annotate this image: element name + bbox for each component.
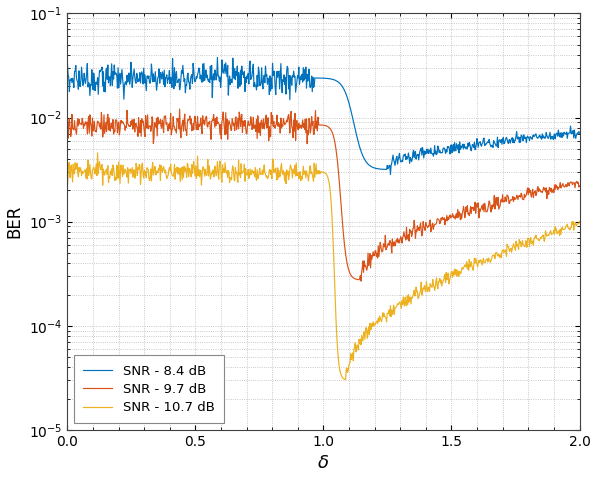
SNR - 9.7 dB xyxy=(176,106,183,112)
SNR - 9.7 dB xyxy=(362,265,370,271)
SNR - 8.4 dB xyxy=(392,163,399,168)
SNR - 9.7 dB xyxy=(454,215,461,221)
SNR - 8.4 dB xyxy=(64,62,71,68)
SNR - 10.7 dB xyxy=(506,249,513,254)
SNR - 8.4 dB xyxy=(506,137,513,142)
SNR - 10.7 dB xyxy=(64,185,71,190)
Line: SNR - 8.4 dB: SNR - 8.4 dB xyxy=(67,57,579,174)
X-axis label: δ: δ xyxy=(318,455,329,472)
SNR - 8.4 dB xyxy=(362,158,369,164)
SNR - 8.4 dB xyxy=(214,54,221,60)
SNR - 10.7 dB xyxy=(376,313,383,319)
SNR - 9.7 dB xyxy=(358,278,365,284)
SNR - 8.4 dB xyxy=(95,77,103,83)
SNR - 9.7 dB xyxy=(576,183,583,189)
SNR - 10.7 dB xyxy=(362,325,370,330)
SNR - 9.7 dB xyxy=(506,200,513,206)
SNR - 9.7 dB xyxy=(64,122,71,128)
SNR - 8.4 dB xyxy=(576,130,583,136)
SNR - 8.4 dB xyxy=(375,166,383,172)
Line: SNR - 10.7 dB: SNR - 10.7 dB xyxy=(67,153,579,380)
Line: SNR - 9.7 dB: SNR - 9.7 dB xyxy=(67,109,579,281)
SNR - 10.7 dB xyxy=(342,377,349,382)
SNR - 10.7 dB xyxy=(94,150,101,156)
Y-axis label: BER: BER xyxy=(5,205,24,239)
SNR - 8.4 dB xyxy=(387,172,394,177)
SNR - 9.7 dB xyxy=(376,247,383,253)
Legend: SNR - 8.4 dB, SNR - 9.7 dB, SNR - 10.7 dB: SNR - 8.4 dB, SNR - 9.7 dB, SNR - 10.7 d… xyxy=(74,356,224,424)
SNR - 10.7 dB xyxy=(392,305,399,311)
SNR - 10.7 dB xyxy=(576,218,583,224)
SNR - 9.7 dB xyxy=(392,243,399,249)
SNR - 8.4 dB xyxy=(454,144,461,150)
SNR - 10.7 dB xyxy=(96,159,103,164)
SNR - 9.7 dB xyxy=(95,120,103,125)
SNR - 10.7 dB xyxy=(454,267,461,273)
